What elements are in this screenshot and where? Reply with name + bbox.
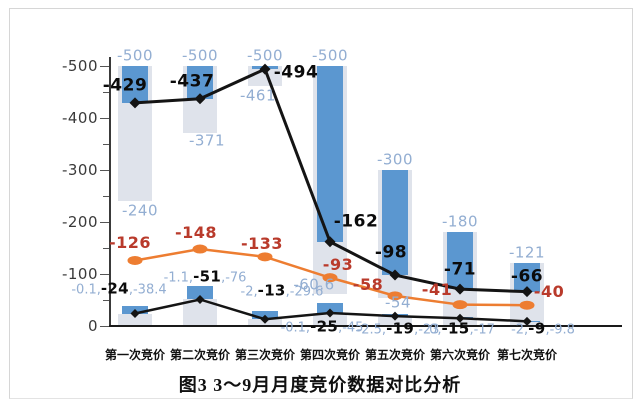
x-category-label-5: 第五次竞价 — [364, 348, 426, 362]
orange-line-label-cat2: -148 — [174, 223, 218, 243]
y-axis-label: -200 — [61, 213, 98, 231]
small-gray-bar-cat4 — [313, 313, 347, 326]
orange-line-label-cat7: -40 — [533, 282, 565, 302]
y-axis-label: -400 — [61, 109, 98, 127]
diamond-marker-upper-cat4 — [324, 236, 336, 248]
bar-top-label-cat4: -500 — [311, 46, 349, 65]
tall-blue-bar-cat5 — [382, 170, 408, 276]
bottom-labels-cat2: -1.1,-51,-76 — [163, 267, 247, 286]
diamond-marker-lower-cat2 — [195, 294, 205, 304]
x-category-label-6: 第六次竞价 — [429, 348, 491, 362]
y-minor-tick — [103, 300, 109, 301]
tall-blue-bar-cat6 — [447, 232, 473, 290]
y-major-tick — [100, 66, 109, 67]
y-axis-label: 0 — [87, 317, 98, 335]
bottom-labels-cat1: -0.1,-24,-38.4 — [71, 279, 167, 298]
oval-marker-orange-cat1 — [127, 255, 143, 265]
oval-marker-orange-cat3 — [257, 252, 273, 262]
diamond-marker-upper-cat1 — [129, 97, 141, 109]
oval-marker-orange-cat4 — [322, 273, 338, 283]
bar-top-label-cat2: -500 — [181, 46, 219, 65]
x-category-label-4: 第四次竞价 — [299, 348, 361, 362]
gray-bar-label-cat2: -371 — [188, 131, 226, 150]
bar-top-label-cat6: -180 — [441, 212, 479, 231]
tall-blue-bar-cat1 — [122, 66, 148, 103]
small-blue-bar-cat4 — [317, 302, 343, 313]
oval-marker-orange-cat2 — [192, 244, 208, 254]
y-major-tick — [100, 326, 109, 327]
diamond-marker-upper-cat3 — [259, 63, 271, 75]
black-line-label-cat4: -162 — [333, 211, 379, 232]
tall-blue-bar-cat4 — [317, 66, 343, 242]
y-axis-line — [109, 57, 111, 327]
diamond-marker-lower-cat6 — [455, 313, 465, 323]
gray-bar-label-cat3: -461 — [239, 86, 277, 105]
diamond-marker-upper-cat2 — [194, 93, 206, 105]
orange-line-label-cat6: -41 — [421, 279, 453, 299]
y-minor-tick — [103, 92, 109, 93]
diamond-marker-lower-cat1 — [130, 309, 140, 319]
bottom-labels-cat6: 0,-15,-17 — [429, 319, 495, 338]
x-category-label-3: 第三次竞价 — [234, 348, 296, 362]
small-blue-bar-cat2 — [187, 286, 213, 300]
diamond-marker-upper-cat6 — [454, 283, 466, 295]
bottom-labels-cat3: -2,-13,-29.6 — [240, 281, 324, 300]
diamond-marker-lower-cat5 — [390, 311, 400, 321]
oval-marker-orange-cat5 — [387, 291, 403, 301]
black-line-label-cat2: -437 — [169, 71, 215, 92]
x-category-label-2: 第二次竞价 — [169, 348, 231, 362]
small-gray-bar-cat5 — [378, 316, 412, 326]
bar-top-label-cat1: -500 — [116, 46, 154, 65]
y-axis-label: -300 — [61, 161, 98, 179]
black-line-label-cat5: -98 — [374, 242, 408, 263]
diamond-marker-lower-cat4 — [325, 308, 335, 318]
oval-marker-orange-cat6 — [452, 300, 468, 310]
y-major-tick — [100, 118, 109, 119]
x-category-label-1: 第一次竞价 — [104, 348, 166, 362]
y-minor-tick — [103, 248, 109, 249]
black-line-label-cat3: -494 — [273, 62, 319, 83]
bottom-labels-cat5: -2.5,-19,-23 — [356, 319, 440, 338]
black-line-label-cat1: -429 — [102, 75, 148, 96]
y-major-tick — [100, 170, 109, 171]
y-axis-label: -100 — [61, 265, 98, 283]
bottom-labels-cat4: -0.1,-25,-45 — [280, 317, 364, 336]
orange-line-label-cat4: -93 — [322, 254, 354, 274]
gray-bar-label-cat4: -60.6 — [293, 275, 335, 294]
chart-title: 图3 3～9月月度竞价数据对比分析 — [178, 375, 462, 395]
bottom-labels-cat7: -2,-9,-9.8 — [511, 319, 575, 338]
gray-bar-label-cat1: -240 — [121, 201, 159, 220]
bar-top-label-cat7: -121 — [508, 243, 546, 262]
tall-gray-bar-cat3 — [248, 66, 282, 87]
bar-top-label-cat3: -500 — [246, 46, 284, 65]
black-line-label-cat7: -66 — [510, 266, 544, 287]
y-minor-tick — [103, 144, 109, 145]
orange-line-label-cat5: -58 — [352, 274, 384, 294]
oval-marker-orange-cat7 — [519, 300, 535, 310]
y-major-tick — [100, 274, 109, 275]
x-axis-line — [109, 325, 622, 327]
orange-line-label-cat1: -126 — [108, 233, 152, 253]
diamond-marker-lower-cat3 — [260, 314, 270, 324]
small-gray-bar-cat1 — [118, 313, 152, 326]
x-category-label-7: 第七次竞价 — [496, 348, 558, 362]
y-minor-tick — [103, 196, 109, 197]
gray-bar-label-cat5: -54 — [385, 293, 411, 312]
bar-top-label-cat5: -300 — [376, 150, 414, 169]
black-line-label-cat6: -71 — [443, 259, 477, 280]
diamond-marker-upper-cat7 — [521, 286, 533, 298]
diamond-marker-upper-cat5 — [389, 269, 401, 281]
y-major-tick — [100, 222, 109, 223]
orange-line-label-cat3: -133 — [240, 233, 284, 253]
y-axis-label: -500 — [61, 57, 98, 75]
diamond-marker-lower-cat7 — [522, 316, 532, 326]
